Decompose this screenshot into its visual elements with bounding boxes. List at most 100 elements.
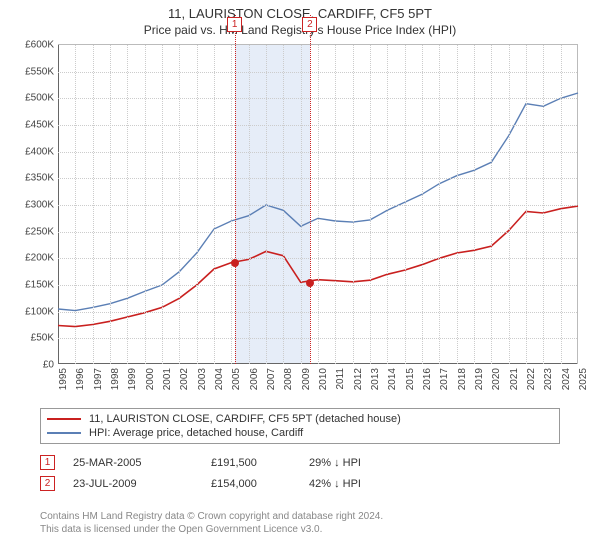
gridline-v xyxy=(353,45,354,364)
gridline-v xyxy=(370,45,371,364)
x-tick-label: 2010 xyxy=(318,368,329,390)
sale-index-box: 2 xyxy=(40,476,55,491)
x-tick-label: 2004 xyxy=(214,368,225,390)
gridline-v xyxy=(318,45,319,364)
x-tick-label: 2023 xyxy=(543,368,554,390)
gridline-v xyxy=(75,45,76,364)
gridline-v xyxy=(561,45,562,364)
x-tick-label: 2000 xyxy=(145,368,156,390)
gridline-v xyxy=(214,45,215,364)
sale-marker-line xyxy=(235,15,236,364)
x-tick-label: 2003 xyxy=(197,368,208,390)
y-tick-label: £500K xyxy=(25,93,54,104)
sale-marker-dot xyxy=(231,259,239,267)
x-tick-label: 2021 xyxy=(509,368,520,390)
legend-row: HPI: Average price, detached house, Card… xyxy=(47,426,553,440)
page-title: 11, LAURISTON CLOSE, CARDIFF, CF5 5PT xyxy=(0,6,600,21)
x-tick-label: 2007 xyxy=(266,368,277,390)
gridline-v xyxy=(335,45,336,364)
legend: 11, LAURISTON CLOSE, CARDIFF, CF5 5PT (d… xyxy=(40,408,560,444)
x-tick-label: 2017 xyxy=(439,368,450,390)
gridline-v xyxy=(127,45,128,364)
legend-swatch xyxy=(47,432,81,434)
x-tick-label: 2009 xyxy=(301,368,312,390)
gridline-v xyxy=(491,45,492,364)
y-tick-label: £250K xyxy=(25,226,54,237)
x-tick-label: 2008 xyxy=(283,368,294,390)
x-tick-label: 2022 xyxy=(526,368,537,390)
y-tick-label: £600K xyxy=(25,40,54,51)
footer-line-2: This data is licensed under the Open Gov… xyxy=(40,523,560,536)
sale-price: £191,500 xyxy=(211,457,291,469)
sale-delta: 42% ↓ HPI xyxy=(309,478,409,490)
gridline-v xyxy=(231,45,232,364)
gridline-v xyxy=(197,45,198,364)
x-tick-label: 2024 xyxy=(561,368,572,390)
x-tick-label: 2018 xyxy=(457,368,468,390)
gridline-v xyxy=(457,45,458,364)
x-tick-label: 1999 xyxy=(127,368,138,390)
x-tick-label: 2014 xyxy=(387,368,398,390)
sale-delta: 29% ↓ HPI xyxy=(309,457,409,469)
gridline-v xyxy=(179,45,180,364)
x-tick-label: 2019 xyxy=(474,368,485,390)
y-tick-label: £450K xyxy=(25,120,54,131)
legend-label: 11, LAURISTON CLOSE, CARDIFF, CF5 5PT (d… xyxy=(89,413,401,425)
gridline-v xyxy=(93,45,94,364)
x-tick-label: 2005 xyxy=(231,368,242,390)
y-tick-label: £550K xyxy=(25,66,54,77)
gridline-v xyxy=(266,45,267,364)
y-tick-label: £200K xyxy=(25,253,54,264)
gridline-v xyxy=(162,45,163,364)
x-tick-label: 2006 xyxy=(249,368,260,390)
x-tick-label: 1997 xyxy=(93,368,104,390)
gridline-v xyxy=(439,45,440,364)
x-tick-label: 1998 xyxy=(110,368,121,390)
gridline-v xyxy=(110,45,111,364)
sale-row: 223-JUL-2009£154,00042% ↓ HPI xyxy=(40,473,560,494)
gridline-v xyxy=(283,45,284,364)
sales-table: 125-MAR-2005£191,50029% ↓ HPI223-JUL-200… xyxy=(40,452,560,494)
sale-marker-dot xyxy=(306,279,314,287)
x-tick-label: 1995 xyxy=(58,368,69,390)
sale-date: 25-MAR-2005 xyxy=(73,457,193,469)
gridline-v xyxy=(474,45,475,364)
gridline-v xyxy=(422,45,423,364)
y-tick-label: £350K xyxy=(25,173,54,184)
x-tick-label: 2002 xyxy=(179,368,190,390)
page-subtitle: Price paid vs. HM Land Registry's House … xyxy=(0,23,600,37)
sale-index-box: 1 xyxy=(40,455,55,470)
sale-marker-box: 1 xyxy=(227,17,242,32)
y-tick-label: £300K xyxy=(25,200,54,211)
y-tick-label: £400K xyxy=(25,146,54,157)
gridline-v xyxy=(509,45,510,364)
plot-area: £0£50K£100K£150K£200K£250K£300K£350K£400… xyxy=(58,44,578,364)
sale-marker-line xyxy=(310,15,311,364)
gridline-v xyxy=(249,45,250,364)
x-tick-label: 2012 xyxy=(353,368,364,390)
x-tick-label: 2001 xyxy=(162,368,173,390)
x-tick-label: 2025 xyxy=(578,368,589,390)
x-tick-label: 2015 xyxy=(405,368,416,390)
y-tick-label: £0 xyxy=(43,360,54,371)
y-tick-label: £100K xyxy=(25,306,54,317)
x-tick-label: 2011 xyxy=(335,368,346,390)
legend-swatch xyxy=(47,418,81,420)
gridline-v xyxy=(405,45,406,364)
gridline-v xyxy=(301,45,302,364)
y-tick-label: £150K xyxy=(25,280,54,291)
gridline-v xyxy=(526,45,527,364)
gridline-v xyxy=(543,45,544,364)
sale-price: £154,000 xyxy=(211,478,291,490)
y-tick-label: £50K xyxy=(31,333,54,344)
footer-attribution: Contains HM Land Registry data © Crown c… xyxy=(40,510,560,536)
x-tick-label: 2013 xyxy=(370,368,381,390)
x-tick-label: 1996 xyxy=(75,368,86,390)
sale-row: 1 25-MAR-2005 £191,500 29% ↓ HPI xyxy=(40,452,560,473)
x-tick-label: 2016 xyxy=(422,368,433,390)
gridline-v xyxy=(387,45,388,364)
sale-marker-box: 2 xyxy=(302,17,317,32)
legend-row: 11, LAURISTON CLOSE, CARDIFF, CF5 5PT (d… xyxy=(47,412,553,426)
chart: £0 £50K £100K £150K £200K £250K £300K £350K £400… xyxy=(12,40,588,400)
legend-label: HPI: Average price, detached house, Card… xyxy=(89,427,303,439)
